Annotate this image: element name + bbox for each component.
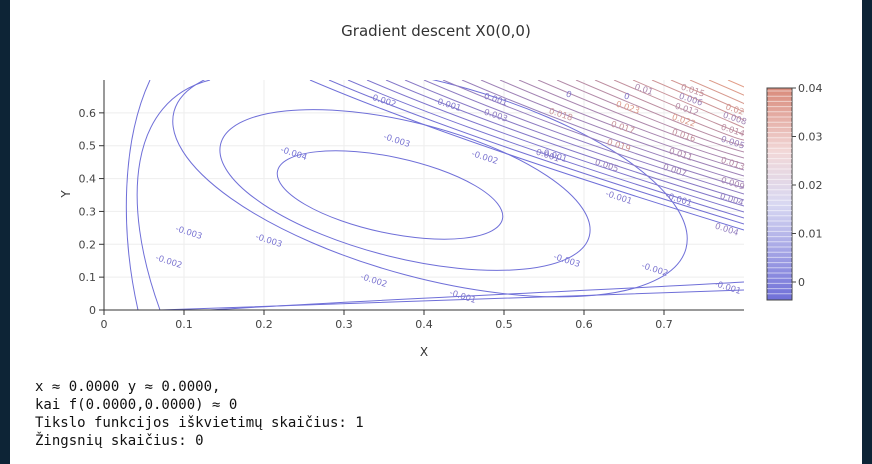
chart-title: Gradient descent X0(0,0) (341, 22, 531, 40)
x-tick-label: 0.2 (255, 318, 273, 331)
contour-label: -0.004 (279, 145, 308, 163)
contour-line-pos (442, 80, 744, 189)
contour-line-pos (499, 80, 744, 171)
contour-label: 0.001 (534, 148, 560, 165)
contour-labels: -0.004 -0.003 -0.003 -0.003 -0.003 -0.002 -0.0… (154, 82, 748, 306)
contour-label: -0.001 (604, 189, 633, 207)
contour-line-neg001-a (136, 80, 744, 310)
y-axis-label: Y (59, 190, 73, 199)
contour-line-pos (480, 80, 744, 177)
contour-line-pos (689, 80, 744, 111)
x-tick-label: 0.5 (495, 318, 513, 331)
contour-label: 0.004 (713, 222, 739, 239)
y-tick-label: 0.3 (79, 205, 97, 218)
x-tick-label: 0.6 (575, 318, 593, 331)
x-axis-label: X (420, 345, 428, 359)
y-tick-label: 0.6 (79, 107, 97, 120)
contour-label: -0.001 (433, 96, 462, 114)
y-tick-label: 0 (89, 304, 96, 317)
x-tick-label: 0.7 (655, 318, 673, 331)
result-line-coords: x ≈ 0.0000 y ≈ 0.0000, (35, 379, 221, 395)
contour-label: 0.017 (609, 120, 635, 137)
x-tick-label: 0.3 (335, 318, 353, 331)
result-output: x ≈ 0.0000 y ≈ 0.0000, kai f(0.0000,0.000… (35, 378, 364, 450)
colorbar-tick-label: 0.01 (798, 228, 823, 241)
contour-label: 0 (564, 90, 572, 101)
x-axis-ticks: 0 0.1 0.2 0.3 0.4 0.5 0.6 0.7 (101, 310, 673, 331)
contour-line-pos (670, 80, 744, 117)
contour-line-pos (518, 80, 744, 165)
contour-line-pos (594, 80, 744, 141)
contour-line-pos (423, 80, 744, 195)
result-line-value: kai f(0.0000,0.0000) ≈ 0 (35, 397, 238, 413)
contour-label: -0.003 (382, 132, 411, 150)
contour-label: 0.01 (633, 82, 654, 97)
contour-line-pos (328, 80, 744, 225)
contour-line-pos (404, 80, 744, 201)
contour-chart: Gradient descent X0(0,0) -0.004-0.003-0.… (59, 22, 823, 359)
contour-label: -0.002 (359, 272, 388, 290)
x-tick-label: 0 (101, 318, 108, 331)
colorbar: 0 0.01 0.02 0.03 0.04 (766, 82, 823, 301)
result-line-steps: Žingsnių skaičius: 0 (35, 433, 204, 449)
x-tick-label: 0.4 (415, 318, 433, 331)
plot-panel: Gradient descent X0(0,0) -0.004 -0.003 -0.… (10, 0, 862, 464)
contour-line-pos (613, 80, 744, 135)
contour-label: -0.002 (470, 149, 499, 167)
contour-label: -0.003 (254, 232, 283, 250)
contour-line-pos (309, 80, 744, 231)
contour-line-neg004 (276, 150, 504, 240)
contour-label: 0.019 (605, 138, 631, 155)
colorbar-ticks: 0 0.01 0.02 0.03 0.04 (792, 82, 823, 289)
contour-line-pos (575, 80, 744, 147)
contour-line-pos (556, 80, 744, 153)
contour-label: -0.001 (448, 288, 477, 306)
colorbar-tick-label: 0.03 (798, 131, 823, 144)
result-line-calls: Tikslo funkcijos iškvietimų skaičius: 1 (35, 415, 364, 431)
contour-line-pos (366, 80, 744, 213)
contour-label: -0.002 (640, 261, 669, 279)
contour-label: -0.003 (174, 224, 203, 242)
y-axis-ticks: 0 0.1 0.2 0.3 0.4 0.5 0.6 (79, 107, 104, 317)
contour-line-pos (632, 80, 744, 129)
colorbar-gradient (766, 87, 793, 301)
grid (104, 80, 744, 310)
contour-line-pos (461, 80, 744, 183)
colorbar-tick-label: 0 (798, 276, 805, 289)
contour-label: 0.003 (482, 108, 508, 125)
contour-label: 0.007 (661, 163, 687, 180)
contour-label: 0 (622, 92, 630, 103)
contour-label: 0.004 (718, 192, 744, 209)
contour-label: 0.011 (667, 147, 693, 164)
contour-label: -0.002 (154, 253, 183, 271)
contour-line-pos (651, 80, 744, 123)
contour-label: -0.001 (713, 279, 742, 297)
contour-line-pos (385, 80, 744, 207)
y-tick-label: 0.2 (79, 238, 97, 251)
x-tick-label: 0.1 (175, 318, 193, 331)
contour-line-pos (708, 80, 744, 105)
contour-lines (125, 80, 744, 310)
colorbar-tick-label: 0.02 (798, 179, 823, 192)
contour-label: 0.023 (614, 100, 640, 117)
y-tick-label: 0.4 (79, 173, 97, 186)
colorbar-tick-label: 0.04 (798, 82, 823, 95)
y-tick-label: 0.5 (79, 140, 97, 153)
y-tick-label: 0.1 (79, 271, 97, 284)
contour-line-pos (537, 80, 744, 159)
contour-label: -0.003 (552, 252, 581, 270)
contour-line-pos (347, 80, 744, 219)
colorbar-bands (767, 90, 792, 295)
